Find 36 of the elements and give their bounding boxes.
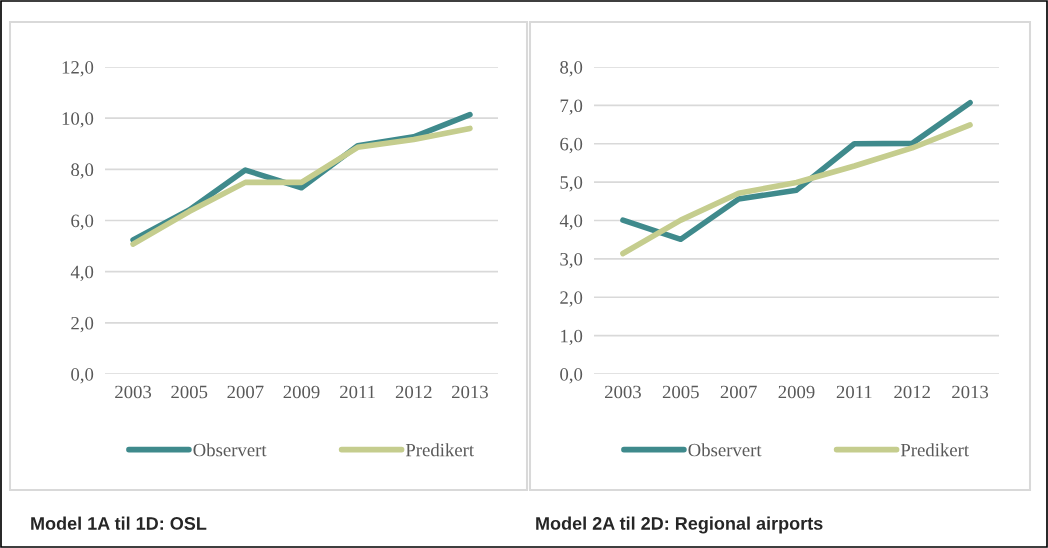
x-tick-label: 2003 — [115, 385, 152, 399]
y-tick-label: 8,0 — [560, 61, 583, 77]
x-tick-label: 2013 — [452, 385, 488, 399]
y-tick-label: 3,0 — [560, 252, 583, 269]
y-tick-label: 0,0 — [560, 368, 583, 384]
text: Model 1A til 1D: OSL — [31, 516, 207, 530]
y-tick-label: 10,0 — [62, 112, 94, 128]
x-tick-label: 2012 — [894, 385, 930, 399]
legend-label: Predikert — [405, 443, 474, 457]
y-tick-label: 4,0 — [559, 214, 583, 230]
x-tick-label: 2009 — [283, 385, 320, 399]
y-tick-label: 0,0 — [71, 368, 94, 384]
y-tick-label: 1,0 — [561, 329, 583, 346]
x-tick-label: 2012 — [395, 385, 432, 399]
x-tick-label: 2011 — [340, 385, 375, 399]
y-tick-label: 12,0 — [62, 61, 94, 77]
x-tick-label: 2005 — [662, 385, 699, 399]
y-tick-label: 6,0 — [71, 214, 94, 230]
x-tick-label: 2009 — [778, 385, 815, 399]
legend-label: Observert — [193, 443, 267, 457]
y-tick-label: 2,0 — [71, 316, 94, 333]
y-tick-label: 2,0 — [560, 291, 583, 307]
x-tick-label: 2005 — [171, 385, 208, 399]
legend-label: Predikert — [900, 443, 969, 457]
x-tick-label: 2007 — [720, 385, 757, 399]
y-tick-label: 4,0 — [70, 265, 94, 282]
x-tick-label: 2003 — [605, 385, 641, 399]
legend-label: Observert — [688, 443, 762, 457]
y-tick-label: 5,0 — [560, 176, 583, 192]
x-tick-label: 2007 — [227, 385, 264, 399]
x-tick-label: 2013 — [952, 385, 989, 399]
y-tick-label: 7,0 — [560, 99, 583, 115]
y-tick-label: 8,0 — [71, 163, 94, 179]
x-tick-label: 2011 — [836, 385, 872, 399]
text: Model 2A til 2D: Regional airports — [536, 516, 823, 534]
y-tick-label: 6,0 — [560, 137, 583, 154]
